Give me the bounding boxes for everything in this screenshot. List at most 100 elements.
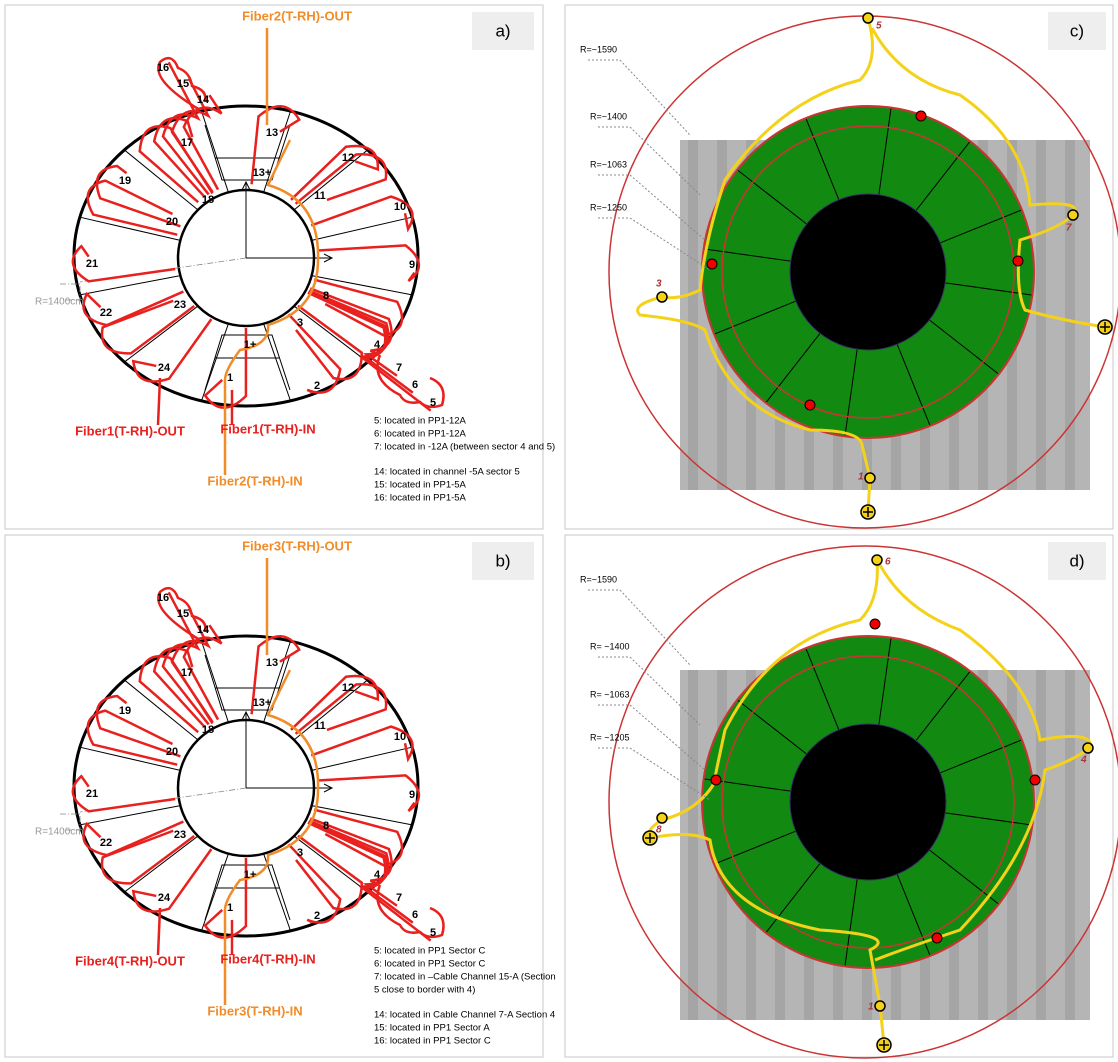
fiber-route bbox=[71, 244, 176, 283]
sector-line bbox=[201, 110, 229, 193]
note: 5: located in PP1 Sector C bbox=[374, 946, 486, 957]
sector-line bbox=[766, 333, 821, 403]
sector-number: 24 bbox=[158, 362, 171, 374]
fiber-route bbox=[161, 61, 210, 196]
sector-number: 11 bbox=[314, 190, 326, 202]
black-core bbox=[789, 193, 947, 351]
sector-number: 6 bbox=[412, 379, 418, 391]
sector-number: 13 bbox=[266, 657, 278, 669]
sector-line bbox=[844, 349, 858, 436]
sector-mark: 13+ bbox=[253, 167, 272, 179]
sector-line bbox=[124, 149, 199, 211]
sector-number: 4 bbox=[374, 339, 381, 351]
fiber-route bbox=[203, 327, 248, 409]
sector-number: 15 bbox=[177, 78, 189, 90]
sector-line bbox=[124, 835, 199, 893]
layout-diagram: 6 4 8 1 R=~1590 R= ~1400 R= ~1063 R= ~1205 d) bbox=[580, 542, 1118, 1059]
sector-number: 4 bbox=[374, 869, 381, 881]
sector-line bbox=[896, 344, 931, 426]
fiber-route bbox=[203, 857, 248, 939]
inner-red-circle bbox=[721, 655, 1015, 949]
sector-number: 2 bbox=[314, 380, 320, 392]
point-label: 3 bbox=[656, 279, 662, 290]
red-point bbox=[915, 110, 927, 122]
fiber-route bbox=[250, 105, 301, 185]
note: 7: located in -12A (between sector 4 and… bbox=[374, 442, 555, 453]
yellow-point bbox=[1082, 742, 1094, 754]
sector-number: 8 bbox=[323, 290, 329, 302]
sector-number: 19 bbox=[119, 705, 131, 717]
sector-number: 20 bbox=[166, 216, 178, 228]
leader-line bbox=[588, 59, 691, 136]
fiber-route bbox=[287, 313, 342, 394]
sector-line bbox=[311, 805, 413, 826]
sector-number: 12 bbox=[342, 152, 354, 164]
yellow-point bbox=[656, 812, 668, 824]
photo-stripe bbox=[1065, 670, 1075, 1020]
sector-number: 16 bbox=[157, 592, 169, 604]
fiber-route bbox=[138, 125, 214, 204]
sector-line bbox=[293, 149, 368, 211]
red-point bbox=[869, 618, 881, 630]
sector-line bbox=[766, 863, 821, 933]
leader-line bbox=[598, 126, 701, 196]
radius-label: R=~1063 bbox=[590, 159, 627, 169]
fiber-out bbox=[156, 377, 162, 426]
sector-number: 3 bbox=[297, 317, 303, 329]
fiber-label: Fiber1(T-RH)-OUT bbox=[75, 423, 185, 438]
sector-mark: 1+ bbox=[244, 869, 257, 881]
panel-tag: d) bbox=[1069, 551, 1084, 570]
sector-line bbox=[805, 118, 840, 200]
fiber-route bbox=[287, 843, 342, 924]
radius-label: R=1400cm bbox=[35, 827, 84, 838]
yellow-point bbox=[656, 291, 668, 303]
leader-line bbox=[598, 747, 711, 801]
sector-number: 13 bbox=[266, 127, 278, 139]
sector-line bbox=[945, 812, 1032, 826]
panel-tag: c) bbox=[1070, 21, 1084, 40]
sector-line bbox=[737, 700, 807, 755]
point-label: 6 bbox=[885, 557, 891, 568]
sector-number: 11 bbox=[314, 720, 326, 732]
photo-stripe bbox=[688, 670, 698, 1020]
sector-number: 1 bbox=[227, 372, 233, 384]
sector-box bbox=[204, 654, 291, 711]
point-label: 5 bbox=[876, 21, 882, 32]
sector-number: 7 bbox=[396, 892, 402, 904]
sector-number: 23 bbox=[174, 829, 186, 841]
sector-number: 24 bbox=[158, 892, 171, 904]
sector-line bbox=[263, 323, 291, 402]
leader-line bbox=[598, 217, 711, 271]
outer-circle bbox=[608, 545, 1118, 1059]
note: 6: located in PP1 Sector C bbox=[374, 959, 486, 970]
fiber-out bbox=[156, 907, 162, 956]
sector-number: 21 bbox=[86, 258, 98, 270]
sector-line bbox=[293, 835, 368, 893]
panel-frame bbox=[4, 4, 544, 530]
yellow-point bbox=[874, 1000, 886, 1012]
radius-line bbox=[60, 787, 247, 831]
fiber-label: Fiber4(T-RH)-IN bbox=[220, 951, 315, 966]
sector-mark: 13+ bbox=[253, 697, 272, 709]
note: 5 close to border with 4) bbox=[374, 985, 475, 996]
fiber-route bbox=[308, 819, 398, 907]
fiber-route bbox=[317, 244, 421, 282]
fiber-route bbox=[152, 116, 206, 198]
yellow-point bbox=[862, 12, 874, 24]
fiber-route bbox=[294, 683, 388, 735]
sector-number: 16 bbox=[157, 62, 169, 74]
connector-cross bbox=[645, 833, 655, 843]
sector-number: 7 bbox=[396, 362, 402, 374]
ring-diagram: 1234567891011121314151617181920212223241… bbox=[35, 8, 555, 503]
red-point bbox=[1012, 255, 1024, 267]
sector-number: 18 bbox=[202, 194, 214, 206]
photo-stripe bbox=[1036, 670, 1046, 1020]
sector-line bbox=[737, 170, 807, 225]
point-label: 4 bbox=[1080, 755, 1087, 766]
photo-stripe bbox=[1065, 140, 1075, 490]
sector-number: 22 bbox=[100, 837, 112, 849]
note: 5: located in PP1-12A bbox=[374, 416, 467, 427]
tag-box bbox=[472, 12, 534, 50]
sector-line bbox=[940, 209, 1022, 244]
